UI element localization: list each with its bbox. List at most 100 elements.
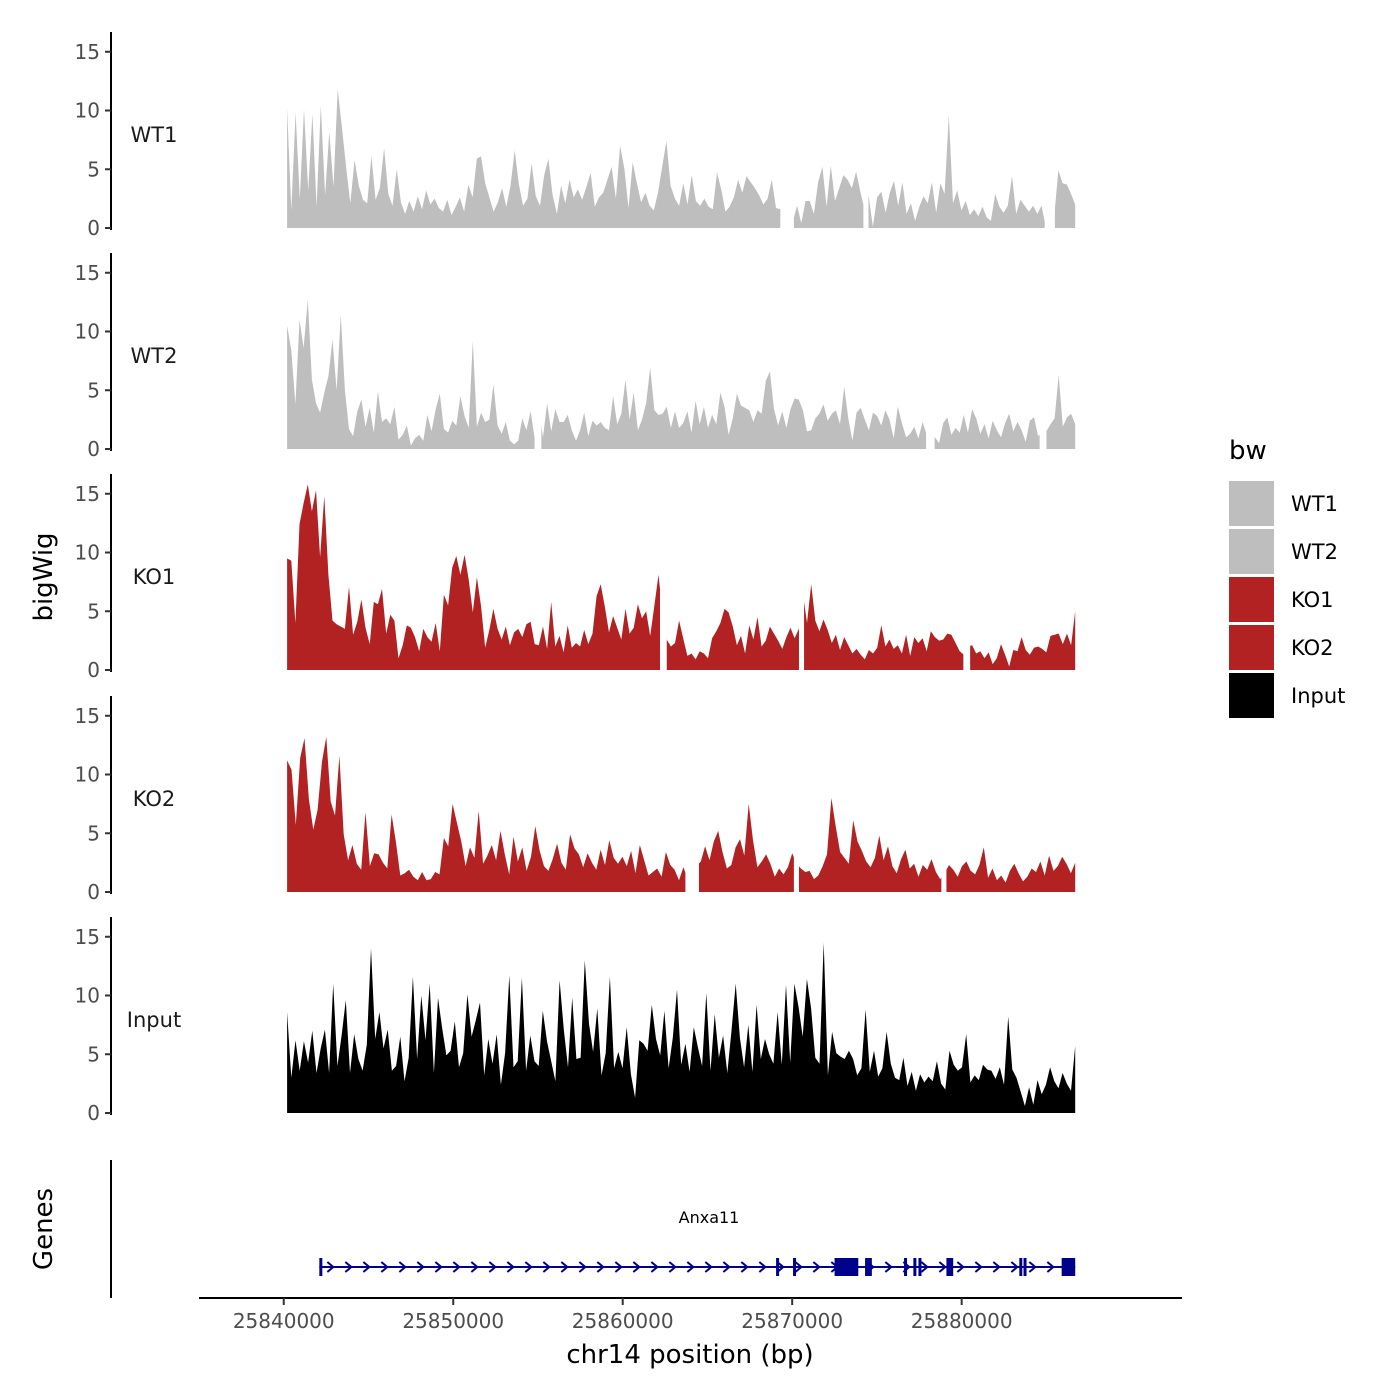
y-tick-label: 0 — [87, 216, 100, 240]
x-tick-label: 25880000 — [911, 1309, 1013, 1333]
track-wt2: 0 5 10 15 WT2 — [75, 251, 1076, 461]
legend: bw WT1 WT2 KO1 KO2 Input — [1229, 436, 1345, 718]
no-data-gap — [798, 472, 805, 670]
no-data-gap — [1044, 30, 1055, 228]
exon — [793, 1258, 797, 1276]
strand-arrow — [776, 1261, 785, 1273]
track-label-ko1: KO1 — [133, 565, 176, 589]
strand-arrow — [560, 1261, 569, 1273]
exon — [918, 1258, 922, 1276]
exon — [776, 1258, 780, 1276]
y-tick-label: 5 — [87, 378, 100, 402]
gene-model-anxa11 — [319, 1258, 1076, 1276]
exon — [834, 1258, 859, 1276]
legend-key-input — [1229, 673, 1274, 718]
strand-arrow — [938, 1261, 947, 1273]
track-wt1: 0 5 10 15 WT1 — [75, 30, 1076, 240]
no-data-gap — [534, 251, 542, 449]
x-axis-title: chr14 position (bp) — [566, 1340, 813, 1370]
x-axis: 25840000 25850000 25860000 25870000 25880000 — [199, 1297, 1182, 1333]
strand-arrow — [470, 1261, 479, 1273]
no-data-gap — [685, 694, 699, 892]
y-tick-label: 0 — [87, 880, 100, 904]
no-data-gap — [793, 694, 799, 892]
y-tick-label: 5 — [87, 821, 100, 845]
strand-arrow — [578, 1261, 587, 1273]
strand-arrow — [542, 1261, 551, 1273]
legend-key-ko2 — [1229, 625, 1274, 670]
exon — [865, 1258, 872, 1276]
strand-arrow — [812, 1261, 821, 1273]
y-tick-label: 10 — [75, 984, 100, 1008]
signal-tracks: 0 5 10 15 WT1 0 5 10 15 WT2 0 5 10 15 KO1 0 5 10 15 KO2 0 5 10… — [75, 30, 1076, 1125]
area-ko2 — [287, 736, 1076, 892]
y-tick-label: 15 — [75, 40, 100, 64]
track-ko1: 0 5 10 15 KO1 — [75, 472, 1076, 682]
genes-track: Genes Anxa11 — [29, 1160, 1076, 1298]
no-data-gap — [780, 30, 794, 228]
strand-arrow — [326, 1261, 335, 1273]
strand-arrow — [416, 1261, 425, 1273]
strand-arrow — [1028, 1261, 1037, 1273]
area-wt1 — [287, 89, 1076, 228]
x-tick-label: 25860000 — [572, 1309, 674, 1333]
y-tick-label: 5 — [87, 157, 100, 181]
exon — [904, 1258, 908, 1276]
exon — [1061, 1258, 1076, 1276]
track-label-ko2: KO2 — [133, 787, 176, 811]
y-tick-label: 15 — [75, 704, 100, 728]
strand-arrow — [452, 1261, 461, 1273]
track-label-wt1: WT1 — [131, 123, 178, 147]
area-input — [287, 942, 1076, 1113]
legend-key-wt2 — [1229, 529, 1274, 574]
x-tick-label: 25870000 — [741, 1309, 843, 1333]
y-axis-title: bigWig — [29, 532, 59, 621]
track-input: 0 5 10 15 Input — [75, 917, 1076, 1125]
strand-arrow — [686, 1261, 695, 1273]
y-tick-label: 0 — [87, 658, 100, 682]
y-tick-label: 0 — [87, 1101, 100, 1125]
y-tick-label: 10 — [75, 320, 100, 344]
strand-arrow — [740, 1261, 749, 1273]
y-tick-label: 0 — [87, 437, 100, 461]
strand-arrow — [614, 1261, 623, 1273]
exon — [913, 1258, 917, 1276]
y-tick-label: 5 — [87, 1042, 100, 1066]
strand-arrow — [362, 1261, 371, 1273]
strand-arrow — [398, 1261, 407, 1273]
y-tick-label: 5 — [87, 599, 100, 623]
gene-label-anxa11: Anxa11 — [679, 1208, 740, 1227]
strand-arrow — [632, 1261, 641, 1273]
no-data-gap — [963, 472, 971, 670]
strand-arrow — [488, 1261, 497, 1273]
no-data-gap — [659, 472, 667, 670]
y-tick-label: 10 — [75, 763, 100, 787]
legend-label-input: Input — [1291, 684, 1345, 708]
track-label-wt2: WT2 — [131, 344, 178, 368]
legend-label-wt1: WT1 — [1291, 492, 1338, 516]
strand-arrow — [596, 1261, 605, 1273]
strand-arrow — [992, 1261, 1001, 1273]
y-tick-label: 15 — [75, 482, 100, 506]
no-data-gap — [863, 30, 869, 228]
legend-key-ko1 — [1229, 577, 1274, 622]
no-data-gap — [926, 251, 935, 449]
strand-arrow — [794, 1261, 803, 1273]
strand-arrow — [704, 1261, 713, 1273]
strand-arrow — [920, 1261, 929, 1273]
no-data-gap — [1039, 251, 1047, 449]
legend-key-wt1 — [1229, 481, 1274, 526]
strand-arrow — [434, 1261, 443, 1273]
strand-arrow — [956, 1261, 965, 1273]
legend-title: bw — [1229, 436, 1267, 466]
strand-arrow — [380, 1261, 389, 1273]
no-data-gap — [941, 694, 947, 892]
strand-arrow — [524, 1261, 533, 1273]
strand-arrow — [668, 1261, 677, 1273]
y-tick-label: 15 — [75, 261, 100, 285]
strand-arrow — [650, 1261, 659, 1273]
strand-arrow — [1010, 1261, 1019, 1273]
strand-arrow — [758, 1261, 767, 1273]
strand-arrow — [722, 1261, 731, 1273]
